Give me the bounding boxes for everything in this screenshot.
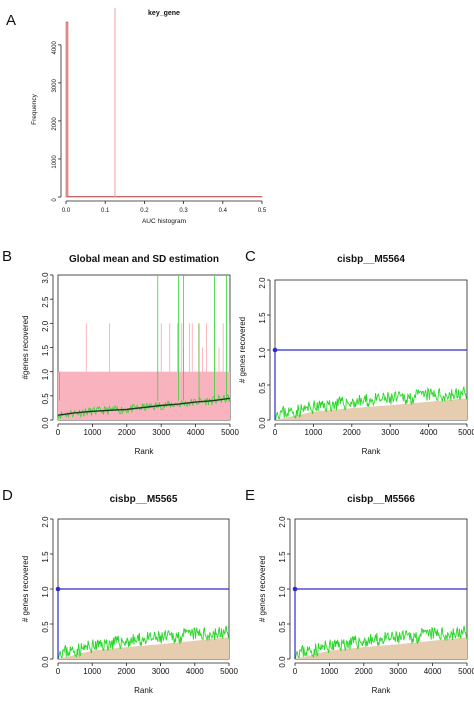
panel-b-x-tick-label: 1000 [84,428,102,437]
panel-e-x-tick-label: 1000 [321,667,339,676]
panel-e-max-point [292,586,298,592]
panel-e-y-tick-label: 1.0 [278,586,287,598]
panel-a-y-tick-label: 4000 [52,40,58,54]
panel-b-x-tick-label: 5000 [221,428,239,437]
panel-b-y-tick-label: 2.5 [41,296,50,308]
panel-c-x-tick-label: 0 [273,428,278,437]
panel-d-x-tick-label: 4000 [186,667,204,676]
panel-c-y-tick-label: 0.0 [258,417,267,429]
panel-d-background-area [58,637,229,659]
panel-e-x-label: Rank [372,686,392,695]
panel-a-y-tick-label: 3000 [52,79,58,93]
panel-a-x-tick-label: 0.2 [140,208,149,214]
panel-d-y-tick-label: 0.0 [41,656,50,668]
panel-a-x-tick-label: 0.5 [258,208,267,214]
panel-d-x-tick-label: 0 [56,667,61,676]
panel-c-x-tick-label: 3000 [381,428,399,437]
panel-b-x-tick-label: 0 [56,428,61,437]
panel-letter-b: B [2,248,12,265]
panel-d-x-tick-label: 5000 [220,667,238,676]
panel-d-x-tick-label: 1000 [83,667,101,676]
panel-e-y-tick-label: 1.5 [278,551,287,563]
panel-c-y-tick-label: 1.5 [258,312,267,324]
panel-d-x-label: Rank [134,686,154,695]
panel-d-y-label: # genes recovered [21,556,30,622]
panel-a-y-label: Frequency [31,93,38,124]
panel-b-y-tick-label: 1.0 [41,369,50,381]
panel-d-y-tick-label: 0.5 [41,621,50,633]
panel-b-x-label: Rank [135,447,155,456]
panel-c-x-tick-label: 2000 [343,428,361,437]
panel-d-title: cisbp__M5565 [110,494,178,505]
panel-c-x-label: Rank [362,447,382,456]
panel-letter-d: D [2,487,13,504]
panel-c-x-tick-label: 5000 [458,428,474,437]
panel-a-title: key_gene [148,10,180,17]
panel-e-x-tick-label: 0 [293,667,298,676]
panel-e-y-label: # genes recovered [258,556,267,622]
panel-a-x-tick-label: 0.0 [62,208,71,214]
panel-a-y-tick-label: 0 [52,198,58,202]
panel-b-y-tick-label: 3.0 [41,272,50,284]
panel-b-y-tick-label: 1.5 [41,344,50,356]
panel-d-recovery-curve [58,625,230,659]
panel-c-y-tick-label: 1.0 [258,347,267,359]
panel-c-y-tick-label: 2.0 [258,277,267,289]
panel-b-y-tick-label: 2.0 [41,320,50,332]
panel-c-max-point [272,347,278,353]
panel-c-y-tick-label: 0.5 [258,382,267,394]
panel-d-y-tick-label: 2.0 [41,516,50,528]
panel-a-x-tick-label: 0.1 [101,208,110,214]
panel-c-title: cisbp__M5564 [337,254,405,265]
panel-e-y-tick-label: 2.0 [278,516,287,528]
panel-b-y-tick-label: 0.5 [41,393,50,405]
panel-a-x-tick-label: 0.4 [219,208,228,214]
panel-e-title: cisbp__M5566 [347,494,415,505]
panel-b-x-tick-label: 4000 [187,428,205,437]
panel-b-y-tick-label: 0.0 [41,417,50,429]
panel-e-x-tick-label: 4000 [424,667,442,676]
panel-a-bar [67,196,263,198]
panel-b-title: Global mean and SD estimation [69,254,219,265]
panel-c-x-tick-label: 4000 [420,428,438,437]
panel-e-x-tick-label: 3000 [389,667,407,676]
panel-letter-e: E [245,487,255,504]
panel-b-recovery-trace [57,393,231,420]
panel-a-y-tick-label: 2000 [52,117,58,131]
panel-b-x-tick-label: 2000 [118,428,136,437]
panel-d-max-point [55,586,61,592]
panel-a-y-tick-label: 1000 [52,155,58,169]
panel-e-y-tick-label: 0.5 [278,621,287,633]
panel-c-y-label: # genes recovered [238,317,247,383]
panel-c-recovery-curve [275,385,468,420]
panel-e-x-tick-label: 5000 [458,667,474,676]
panel-d-y-tick-label: 1.0 [41,586,50,598]
panel-d-y-tick-label: 1.5 [41,551,50,563]
panel-a-x-tick-label: 0.3 [179,208,188,214]
panel-b-mean-line [57,397,231,416]
panel-c-x-tick-label: 1000 [305,428,323,437]
panel-e-x-tick-label: 2000 [355,667,373,676]
panel-e-y-tick-label: 0.0 [278,656,287,668]
panel-d-x-tick-label: 2000 [118,667,136,676]
panel-letter-c: C [245,248,256,265]
panel-a-x-label: AUC histogram [142,218,186,225]
panel-c-background-area [275,398,467,420]
panel-e-background-area [295,637,467,659]
panel-e-recovery-curve [295,625,468,659]
panel-a-bar [65,21,69,198]
panel-b-x-tick-label: 3000 [152,428,170,437]
panel-d-x-tick-label: 3000 [152,667,170,676]
panel-letter-a: A [6,12,16,29]
panel-b-y-label: #genes recovered [21,315,30,379]
